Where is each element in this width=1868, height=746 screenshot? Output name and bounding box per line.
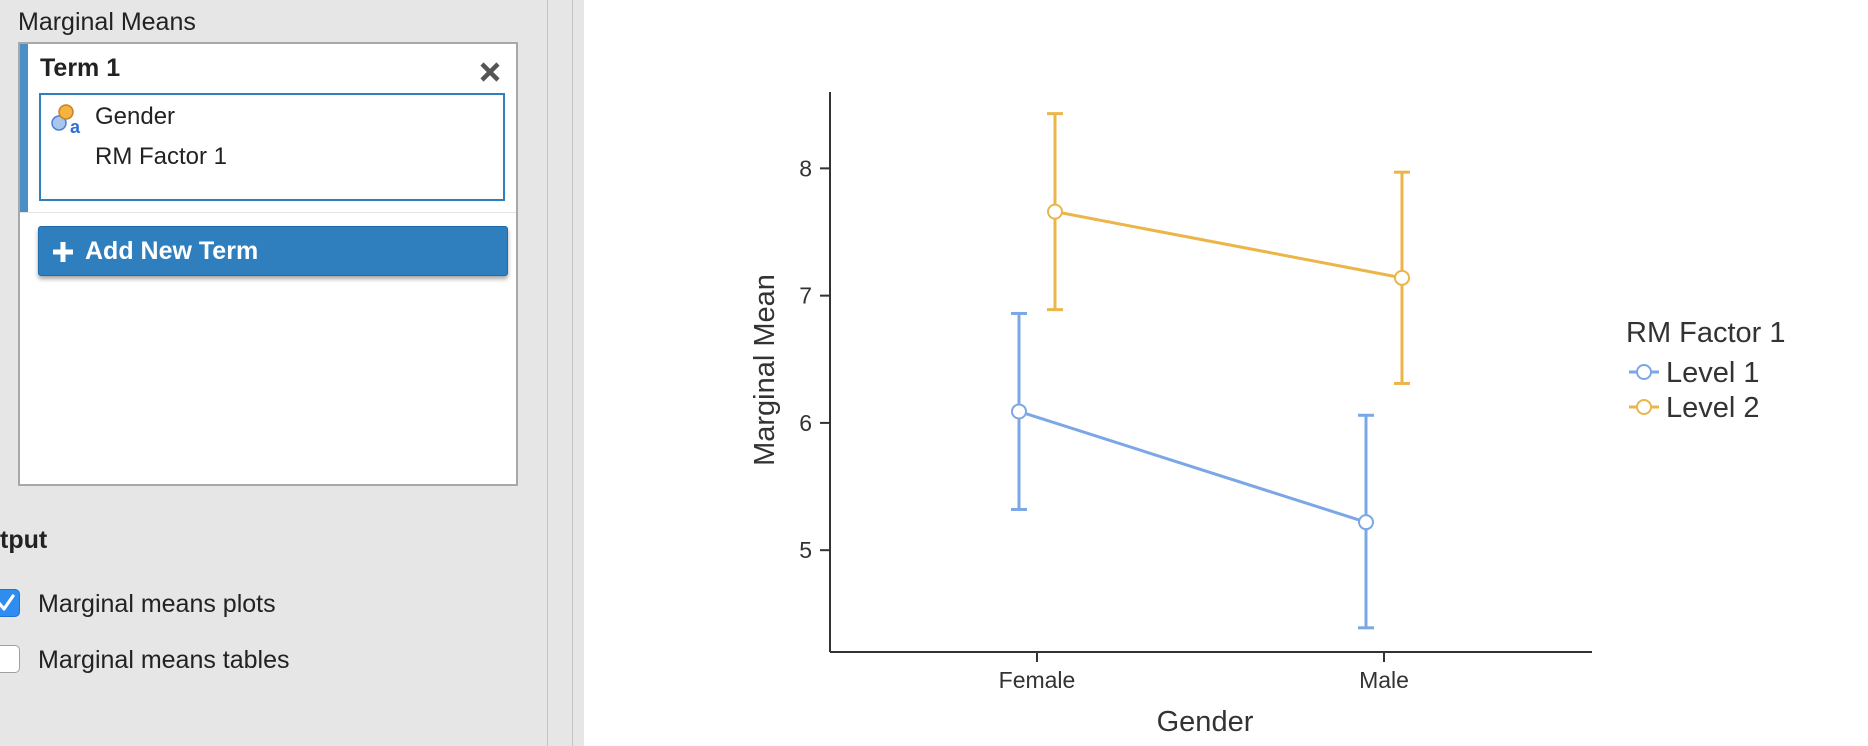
term-item-rm-factor-1[interactable]: RM Factor 1 [95, 143, 228, 170]
marginal-means-tables-checkbox[interactable] [0, 645, 20, 673]
data-point [1047, 203, 1063, 220]
series-line-2 [1054, 210, 1403, 280]
marginal-means-tables-label[interactable]: Marginal means tables [38, 646, 290, 674]
svg-text:a: a [70, 117, 81, 135]
legend-key-marker [1636, 364, 1652, 380]
section-title: Marginal Means [18, 8, 196, 36]
term-card: Term 1 a Gender RM Factor 1 [20, 44, 516, 213]
legend-key-marker [1636, 399, 1652, 415]
plus-icon [51, 240, 75, 264]
marginal-means-plots-checkbox[interactable] [0, 589, 20, 617]
data-point [1011, 403, 1027, 420]
term-item-gender[interactable]: Gender [95, 103, 176, 130]
y-tick-label: 5 [799, 537, 812, 563]
y-tick-label: 6 [799, 410, 812, 436]
x-axis-label: Gender [1157, 706, 1254, 738]
term-card-accent [20, 44, 28, 212]
x-tick-label: Female [999, 667, 1076, 693]
data-point [1394, 269, 1410, 286]
term-variable-list[interactable]: a Gender RM Factor 1 [39, 93, 505, 201]
nominal-variable-icon: a [51, 103, 87, 137]
legend-title: RM Factor 1 [1626, 317, 1786, 349]
legend-label: Level 2 [1666, 392, 1760, 424]
options-panel: Marginal Means Term 1 a Gender RM [0, 0, 547, 746]
output-heading: tput [0, 526, 48, 554]
close-icon[interactable] [476, 58, 504, 86]
marginal-means-plots-label[interactable]: Marginal means plots [38, 590, 276, 618]
add-new-term-button[interactable]: Add New Term [38, 226, 508, 276]
y-tick-label: 8 [799, 155, 812, 181]
y-axis-label: Marginal Mean [749, 274, 781, 466]
series-line-1 [1018, 410, 1367, 524]
panel-splitter[interactable] [547, 0, 573, 746]
y-tick-label: 7 [799, 283, 812, 309]
marginal-means-terms-box: Term 1 a Gender RM Factor 1 [18, 42, 518, 486]
data-point [1358, 514, 1374, 531]
results-pane: 5 6 7 8 Female Male Gender Marginal Mean RM Fact… [584, 0, 1868, 746]
marginal-means-plot: 5 6 7 8 Female Male Gender Marginal Mean RM Fact… [749, 92, 1786, 738]
x-tick-label: Male [1359, 667, 1409, 693]
checkmark-icon [0, 594, 15, 611]
legend-label: Level 1 [1666, 357, 1760, 389]
add-new-term-label: Add New Term [85, 237, 259, 265]
term-title: Term 1 [40, 54, 121, 82]
